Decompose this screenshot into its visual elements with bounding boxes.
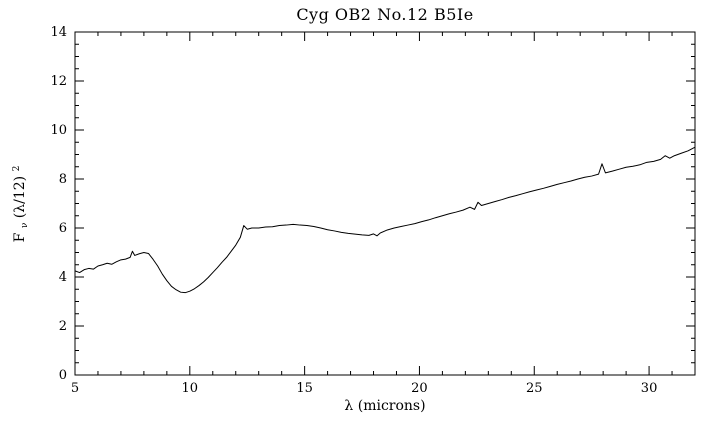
x-tick-label: 10 <box>182 381 199 396</box>
y-tick-label: 14 <box>50 25 67 40</box>
x-axis-label: λ (microns) <box>344 398 425 414</box>
x-tick-label: 25 <box>526 381 543 396</box>
x-tick-label: 20 <box>411 381 428 396</box>
x-tick-label: 15 <box>296 381 313 396</box>
y-tick-label: 4 <box>59 270 67 285</box>
y-tick-label: 10 <box>50 123 67 138</box>
y-axis-label-sup: 2 <box>12 166 22 172</box>
chart-title: Cyg OB2 No.12 B5Ie <box>296 5 473 24</box>
y-tick-label: 6 <box>59 221 67 236</box>
y-axis-label-base: F <box>12 232 28 242</box>
x-tick-label: 5 <box>71 381 79 396</box>
y-tick-label: 8 <box>59 172 67 187</box>
y-axis-label-mid: (λ/12) <box>12 176 28 218</box>
y-axis-label-sub: ν <box>20 223 30 228</box>
y-tick-label: 2 <box>59 319 67 334</box>
y-tick-label: 0 <box>59 368 67 383</box>
y-axis-label: F ν (λ/12) 2 <box>12 166 31 243</box>
plot-border <box>74 31 696 376</box>
y-tick-label: 12 <box>50 74 67 89</box>
x-tick-label: 30 <box>641 381 658 396</box>
data-line <box>74 146 696 294</box>
data-series <box>74 146 696 294</box>
axes: 5 10 15 20 25 30 0 2 4 6 8 10 12 14 <box>50 25 696 396</box>
